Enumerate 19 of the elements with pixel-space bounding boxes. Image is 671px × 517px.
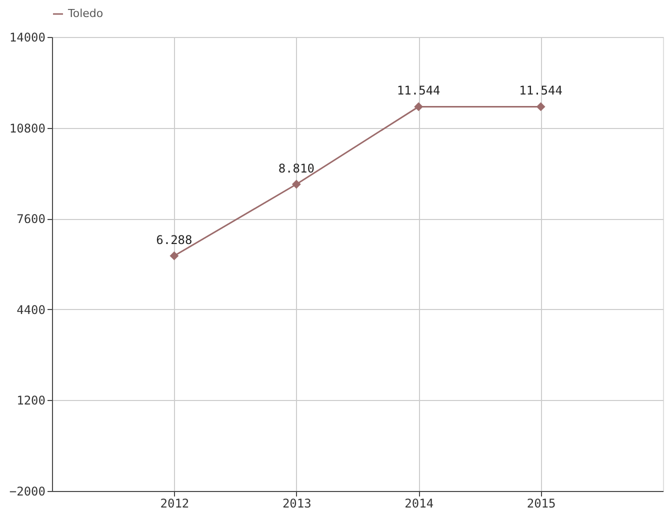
x-tick-label: 2014 xyxy=(404,496,434,510)
y-tick-label: 14000 xyxy=(9,30,46,44)
data-label: 11.544 xyxy=(396,84,440,98)
x-tick-label: 2015 xyxy=(526,496,556,510)
y-tick-label: 4400 xyxy=(16,302,46,317)
data-label: 8.810 xyxy=(278,161,314,176)
point xyxy=(536,102,546,112)
point xyxy=(414,102,424,112)
x-tick-label: 2013 xyxy=(282,496,312,510)
data-label: 11.544 xyxy=(519,84,562,98)
y-tick-label: 7600 xyxy=(16,212,46,226)
data-label: 6.288 xyxy=(156,232,192,247)
y-tick-label: 10800 xyxy=(9,121,46,136)
point xyxy=(292,180,301,189)
legend-label: Toledo xyxy=(67,7,104,20)
point xyxy=(170,251,179,260)
y-tick-label: −2000 xyxy=(9,484,46,498)
x-tick-label: 2012 xyxy=(160,496,190,510)
y-tick-label: 1200 xyxy=(16,394,46,408)
